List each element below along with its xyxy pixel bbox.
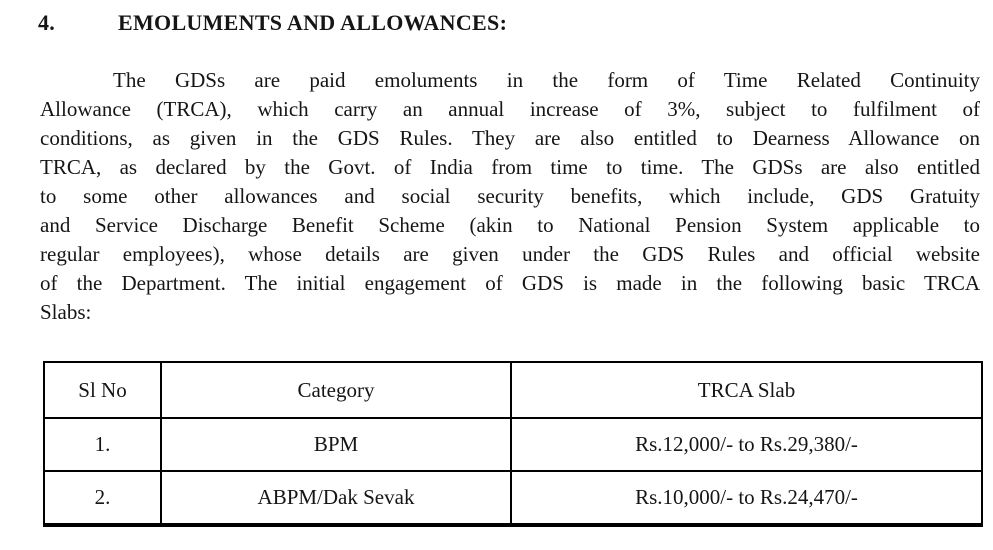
cell-sl-no: 1. xyxy=(43,417,162,472)
table-row: 1. BPM Rs.12,000/- to Rs.29,380/- xyxy=(43,417,983,472)
paragraph-line: conditions, as given in the GDS Rules. T… xyxy=(40,126,980,150)
section-number: 4. xyxy=(38,10,56,35)
cell-category: ABPM/Dak Sevak xyxy=(160,470,512,526)
cell-category: BPM xyxy=(160,417,512,472)
paragraph-line: Allowance (TRCA), which carry an annual … xyxy=(40,97,980,121)
table-header-row: Sl No Category TRCA Slab xyxy=(43,361,983,419)
column-header-sl-no: Sl No xyxy=(43,361,162,419)
column-header-category: Category xyxy=(160,361,512,419)
paragraph-line: The GDSs are paid emoluments in the form… xyxy=(113,68,980,92)
paragraph-line: TRCA, as declared by the Govt. of India … xyxy=(40,155,980,179)
column-header-trca-slab: TRCA Slab xyxy=(510,361,983,419)
body-paragraph: The GDSs are paid emoluments in the form… xyxy=(40,66,980,327)
paragraph-line: Slabs: xyxy=(40,300,92,324)
paragraph-line: and Service Discharge Benefit Scheme (ak… xyxy=(40,213,980,237)
cell-sl-no: 2. xyxy=(43,470,162,526)
cell-trca-slab: Rs.12,000/- to Rs.29,380/- xyxy=(510,417,983,472)
paragraph-line: to some other allowances and social secu… xyxy=(40,184,980,208)
trca-slab-table: Sl No Category TRCA Slab 1. BPM Rs.12,00… xyxy=(43,361,983,527)
table-row: 2. ABPM/Dak Sevak Rs.10,000/- to Rs.24,4… xyxy=(43,470,983,526)
section-heading: 4. EMOLUMENTS AND ALLOWANCES: xyxy=(38,10,507,36)
section-title: EMOLUMENTS AND ALLOWANCES: xyxy=(118,10,508,35)
paragraph-line: of the Department. The initial engagemen… xyxy=(40,271,980,295)
cell-trca-slab: Rs.10,000/- to Rs.24,470/- xyxy=(510,470,983,526)
paragraph-line: regular employees), whose details are gi… xyxy=(40,242,980,266)
